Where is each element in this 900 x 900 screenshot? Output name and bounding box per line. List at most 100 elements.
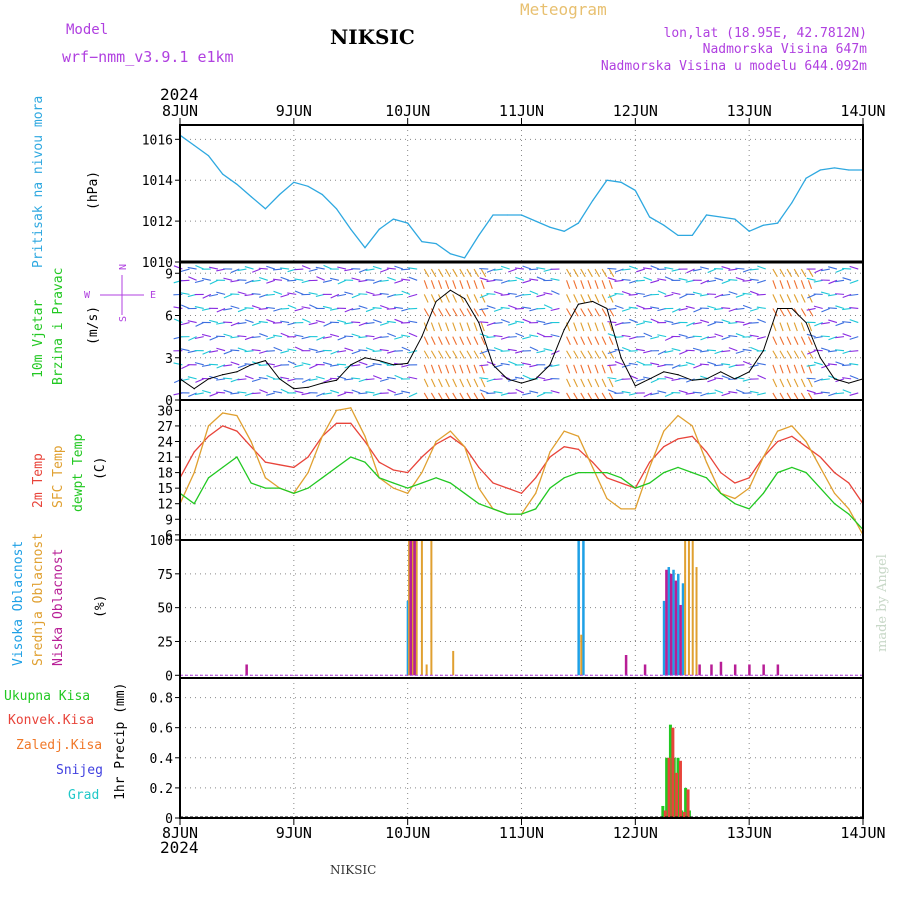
wind-arrow [735, 333, 745, 338]
wind-speed-line-point [748, 371, 750, 373]
wind-arrow [828, 319, 838, 324]
wind-arrow [294, 334, 304, 338]
wind-arrow [580, 268, 586, 278]
wind-arrow [273, 390, 283, 394]
wind-arrow [800, 268, 807, 278]
wind-speed-line-point [207, 378, 210, 380]
wind-arrow [466, 350, 472, 359]
wind-arrow [230, 349, 240, 352]
temp-sfc-line-point [691, 425, 693, 427]
wind-arrow [756, 336, 766, 340]
wind-arrow [294, 290, 304, 295]
wind-arrow [437, 322, 443, 332]
wind-arrow [330, 293, 340, 299]
wind-arrow [814, 268, 823, 274]
wind-arrow [194, 306, 204, 310]
wind-arrow [779, 322, 784, 332]
wind-arrow [714, 333, 724, 338]
wind-arrow [707, 279, 717, 283]
wind-arrow [309, 364, 318, 369]
wind-arrow [742, 279, 752, 282]
wind-arrow [401, 346, 411, 352]
wind-arrow [401, 268, 411, 271]
wind-arrow [749, 268, 759, 271]
wind-arrow [800, 364, 805, 374]
wind-arrow [486, 361, 496, 366]
temp-dewpt-line-point [677, 466, 679, 469]
wind-arrow [608, 364, 613, 374]
wind-arrow [301, 362, 311, 366]
wind-arrow [820, 268, 830, 272]
wind-arrow [500, 306, 510, 310]
wind-arrow [580, 378, 586, 388]
temp-sfc-line-point [848, 508, 850, 510]
wind-arrow [459, 350, 465, 359]
wind-arrow [580, 280, 585, 289]
wind-arrow [756, 279, 766, 284]
wind-arrow [479, 364, 489, 367]
wind-tick-label: 9 [165, 267, 173, 282]
cloud-high-bar [667, 567, 671, 676]
temp-dewpt-line-point [848, 513, 850, 515]
wind-arrow [835, 349, 845, 352]
wind-arrow [280, 307, 290, 310]
wind-arrow [849, 265, 859, 270]
wind-arrow [459, 322, 464, 332]
wind-arrow [607, 350, 617, 355]
wind-arrow [779, 336, 785, 346]
pressure-line-point [634, 189, 636, 192]
cloud-mid-bar [430, 540, 433, 676]
wind-speed-line-point [236, 371, 238, 373]
pressure-line-point [620, 181, 622, 183]
cloud-low-bar [245, 664, 248, 676]
wind-arrow [386, 320, 396, 324]
wind-arrow [294, 364, 304, 368]
wind-arrow [322, 392, 332, 395]
wind-arrow [408, 392, 418, 398]
temp-dewpt-line-point [250, 482, 252, 484]
wind-arrow [493, 391, 503, 394]
temp-2m-line-point [293, 466, 295, 469]
wind-speed-line-point [279, 378, 281, 380]
wind-arrow [195, 322, 204, 327]
wind-arrow [209, 319, 219, 324]
wind-arrow [337, 266, 347, 270]
wind-arrow [473, 308, 480, 317]
wind-arrow [479, 377, 489, 380]
precip-conv-bar [663, 810, 667, 818]
precip-tick-label: 0.6 [150, 722, 173, 737]
wind-arrow [479, 293, 489, 299]
wind-arrow [643, 392, 653, 398]
wind-arrow [779, 280, 784, 289]
wind-arrow [351, 307, 361, 311]
wind-arrow [849, 306, 859, 310]
wind-arrow [294, 268, 304, 271]
wind-arrow [594, 268, 600, 278]
wind-arrow [636, 360, 646, 366]
wind-arrow [793, 378, 799, 388]
wind-arrow [813, 336, 823, 339]
wind-arrow [800, 322, 805, 332]
wind-arrow [536, 332, 546, 338]
wind-arrow [607, 389, 617, 394]
temp-sfc-line-point [222, 412, 224, 414]
wind-arrow [629, 318, 638, 324]
wind-arrow [550, 334, 560, 338]
wind-arrow [394, 279, 404, 284]
wind-speed-line-point [535, 378, 537, 380]
cloud-high-bar [681, 583, 685, 676]
wind-speed-line-point [193, 388, 195, 390]
station-title: NIKSIC [330, 25, 415, 49]
temp-2m-line-point [819, 456, 821, 458]
wind-arrow [849, 279, 859, 284]
pressure-line-point [307, 185, 309, 187]
temp-dewpt-line-point [307, 487, 309, 489]
wind-arrow [566, 350, 572, 359]
wind-arrow [486, 392, 496, 395]
pressure-line-point [236, 183, 238, 185]
wind-arrow [344, 268, 354, 272]
wind-arrow [223, 333, 233, 338]
wind-arrow [358, 305, 368, 309]
wind-arrow [408, 376, 418, 380]
wind-arrow [786, 322, 791, 332]
